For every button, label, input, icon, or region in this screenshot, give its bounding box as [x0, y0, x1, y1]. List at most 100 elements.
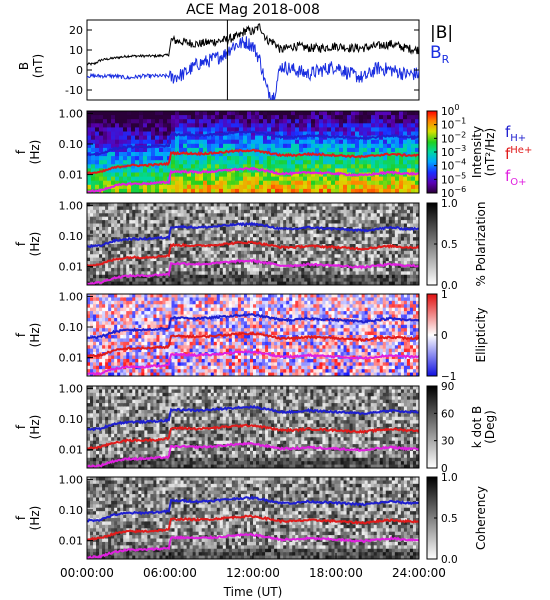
legend-fO-base: f — [505, 167, 511, 185]
chart-title: ACE Mag 2018-008 — [186, 2, 320, 18]
legend-fH: fH+ — [505, 123, 526, 144]
fO-line-kdotb — [87, 441, 419, 468]
fHe-line-kdotb — [87, 423, 419, 450]
fHe-line-polarization — [87, 240, 419, 267]
freq-tick-label: 1.00 — [59, 107, 84, 120]
series-b-r-line — [87, 36, 419, 100]
colorbar-tick-label: 10−5 — [441, 171, 466, 186]
panel-frame — [86, 293, 420, 377]
colorbar-tick-label: 90 — [441, 381, 454, 393]
freq-tick-label: 1.00 — [59, 473, 84, 486]
freq-axis-label-unit: (Hz) — [28, 415, 42, 440]
x-tick-label: 00:00:00 — [60, 566, 114, 580]
colorbar-kdotb — [426, 385, 438, 469]
colorbar-tick-label: 10−6 — [441, 185, 466, 200]
freq-axis-label-unit: (Hz) — [28, 232, 42, 257]
colorbar-tick-label: 10−2 — [441, 130, 466, 145]
legend-fO: fO+ — [505, 167, 527, 188]
legend-fHe-sub: He+ — [510, 145, 532, 156]
panel-intensity: 1.00 0.10 0.01 f (Hz) 10010−110−210−310−410−5… — [14, 103, 497, 200]
colorbar-tick-label: 0 — [441, 330, 448, 342]
legend-b-total: |B| — [430, 23, 453, 43]
freq-axis-label-f: f — [14, 424, 28, 429]
colorbar-tick-label: 100 — [441, 103, 459, 118]
freq-tick-label: 1.00 — [59, 290, 84, 303]
freq-tick-label: 0.10 — [59, 504, 84, 517]
colorbar-title-line1: Intensity — [470, 126, 484, 178]
colorbar-tick-label: 1.0 — [441, 472, 458, 484]
colorbar-title: Coherency — [474, 486, 488, 550]
fHe-line-intensity — [87, 148, 419, 176]
fO-line-ellipticity — [87, 350, 419, 376]
x-axis-label: Time (UT) — [223, 585, 283, 599]
colorbar-tick-label: 1.0 — [441, 198, 458, 210]
freq-tick-label: 0.01 — [59, 535, 84, 548]
panel-frame — [86, 202, 420, 286]
freq-axis-label-f: f — [14, 332, 28, 337]
colorbar-tick-label: 0.5 — [441, 239, 458, 251]
mag-panel-frame — [86, 19, 420, 101]
freq-tick-label: 0.01 — [59, 169, 84, 182]
colorbar-title-line2: (Deg) — [483, 410, 497, 444]
mag-ylabel-unit: (nT) — [31, 54, 45, 78]
mag-ytick-label: 0 — [76, 64, 83, 77]
fH-line-kdotb — [87, 404, 419, 432]
freq-axis-label-unit: (Hz) — [28, 323, 42, 348]
freq-axis-label-unit: (Hz) — [28, 506, 42, 531]
colorbar-title: Ellipticity — [474, 308, 488, 363]
freq-axis-label-f: f — [14, 515, 28, 520]
freq-tick-label: 0.10 — [59, 413, 84, 426]
x-tick-label: 12:00:00 — [226, 566, 280, 580]
colorbar-tick-label: 30 — [441, 436, 454, 448]
colorbar-tick-label: 1 — [441, 289, 448, 301]
spectrogram-ellipticity — [87, 294, 419, 376]
panel-frame — [86, 110, 420, 194]
fHe-line-coherency — [87, 514, 419, 541]
mag-ytick-label: 20 — [69, 24, 83, 37]
spectrogram-intensity — [87, 111, 419, 193]
fH-line-coherency — [87, 495, 419, 523]
colorbar-title: % Polarization — [474, 202, 488, 287]
fH-line-ellipticity — [87, 313, 419, 340]
legend-fHe: fHe+ — [505, 145, 532, 163]
freq-axis-label-unit: (Hz) — [28, 140, 42, 165]
spectrogram-kdotb — [87, 386, 419, 468]
fH-line-intensity — [87, 129, 419, 157]
fO-line-polarization — [87, 258, 419, 285]
legend-b-r-sub: R — [442, 53, 450, 66]
freq-tick-label: 0.10 — [59, 321, 84, 334]
legend-fO-sub: O+ — [510, 177, 526, 188]
freq-tick-label: 0.10 — [59, 138, 84, 151]
panel-polarization: 1.00 0.10 0.01 f (Hz) 1.0 0.5 0.0 % Polarization — [14, 198, 488, 292]
colorbar-tick-label: 0.0 — [441, 554, 458, 566]
colorbar-tick-label: 0.0 — [441, 280, 458, 292]
legend-b-r-base: B — [430, 43, 442, 63]
colorbar-tick-label: −1 — [441, 371, 456, 383]
mag-ytick-label: -10 — [65, 84, 83, 97]
panel-frame — [86, 385, 420, 469]
legend-fH-base: f — [505, 123, 511, 141]
colorbar-tick-label: 60 — [441, 408, 454, 420]
fH-line-polarization — [87, 221, 419, 249]
x-tick-label: 24:00:00 — [392, 566, 446, 580]
series-b-total-line — [87, 23, 419, 66]
legend-fH-sub: H+ — [510, 133, 526, 144]
x-tick-label: 06:00:00 — [143, 566, 197, 580]
freq-tick-label: 0.01 — [59, 261, 84, 274]
fO-line-coherency — [87, 532, 419, 559]
x-tick-label: 18:00:00 — [309, 566, 363, 580]
colorbar-tick-label: 10−4 — [441, 158, 466, 173]
colorbar-tick-label: 10−1 — [441, 117, 466, 132]
colorbar-title-line2: (nT²/Hz) — [483, 128, 497, 176]
mag-ylabel-b: B — [17, 62, 31, 70]
colorbar-tick-label: 10−3 — [441, 144, 466, 159]
spectrogram-coherency — [87, 477, 419, 559]
panel-ellipticity: 1.00 0.10 0.01 f (Hz) 1 0 −1 Ellipticity — [14, 289, 488, 383]
panel-kdotb: 1.00 0.10 0.01 f (Hz) 90 60 30 0 k dot B (Deg) — [14, 381, 497, 475]
freq-tick-label: 1.00 — [59, 382, 84, 395]
mag-ytick-label: 10 — [69, 44, 83, 57]
freq-axis-label-f: f — [14, 149, 28, 154]
freq-tick-label: 0.01 — [59, 352, 84, 365]
